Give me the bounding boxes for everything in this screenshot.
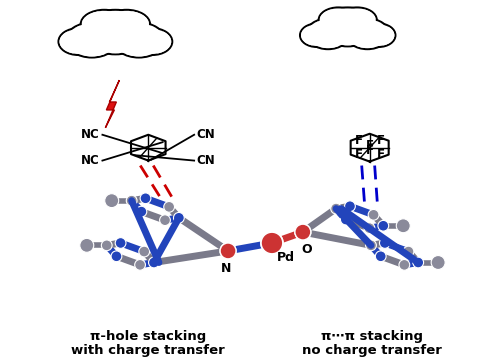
Ellipse shape — [67, 24, 117, 56]
Circle shape — [134, 260, 145, 270]
Text: N: N — [221, 262, 232, 275]
Circle shape — [140, 193, 151, 204]
Ellipse shape — [82, 10, 150, 54]
Circle shape — [295, 224, 311, 240]
Ellipse shape — [82, 11, 148, 53]
Circle shape — [376, 251, 386, 262]
Circle shape — [378, 220, 388, 231]
Circle shape — [399, 260, 409, 270]
Ellipse shape — [307, 19, 349, 48]
Ellipse shape — [113, 23, 165, 57]
Circle shape — [136, 206, 147, 217]
Text: F: F — [354, 134, 362, 147]
Circle shape — [220, 243, 236, 259]
Circle shape — [368, 209, 379, 220]
Circle shape — [139, 246, 149, 257]
Ellipse shape — [362, 24, 396, 47]
Circle shape — [261, 232, 283, 254]
Text: F: F — [366, 139, 374, 152]
Circle shape — [330, 203, 342, 214]
Ellipse shape — [103, 10, 150, 38]
Text: π-hole stacking: π-hole stacking — [90, 330, 206, 343]
Ellipse shape — [58, 28, 98, 55]
Ellipse shape — [318, 8, 358, 32]
Circle shape — [115, 238, 126, 248]
Circle shape — [80, 238, 94, 252]
Circle shape — [366, 240, 376, 251]
Text: no charge transfer: no charge transfer — [302, 344, 442, 357]
Text: NC: NC — [81, 128, 100, 141]
Circle shape — [174, 213, 184, 223]
Circle shape — [344, 201, 356, 211]
Circle shape — [104, 194, 118, 208]
Ellipse shape — [132, 28, 172, 55]
Text: NC: NC — [81, 154, 100, 167]
Circle shape — [160, 215, 170, 225]
Ellipse shape — [114, 24, 164, 56]
Circle shape — [413, 257, 424, 268]
Circle shape — [340, 214, 351, 225]
Text: F: F — [376, 148, 384, 161]
Ellipse shape — [300, 24, 333, 47]
Ellipse shape — [81, 10, 128, 38]
Circle shape — [111, 251, 122, 262]
Circle shape — [126, 195, 137, 206]
Circle shape — [403, 246, 414, 257]
Ellipse shape — [66, 23, 118, 57]
Ellipse shape — [363, 24, 394, 46]
Text: with charge transfer: with charge transfer — [72, 344, 225, 357]
Circle shape — [148, 257, 160, 268]
Circle shape — [431, 256, 445, 270]
Ellipse shape — [346, 19, 388, 48]
Circle shape — [261, 232, 283, 254]
Ellipse shape — [306, 19, 350, 49]
Ellipse shape — [319, 8, 376, 46]
Ellipse shape — [320, 9, 357, 32]
Ellipse shape — [104, 11, 149, 37]
Text: CN: CN — [196, 154, 216, 167]
Ellipse shape — [346, 19, 389, 49]
Circle shape — [102, 240, 112, 251]
Circle shape — [396, 219, 410, 233]
Text: F: F — [376, 134, 384, 147]
Text: F: F — [354, 148, 362, 161]
Circle shape — [220, 243, 236, 259]
Ellipse shape — [301, 24, 332, 46]
Circle shape — [364, 223, 375, 233]
Ellipse shape — [338, 8, 377, 32]
Ellipse shape — [134, 29, 172, 54]
Circle shape — [380, 238, 390, 248]
Text: F: F — [366, 144, 374, 157]
Text: CN: CN — [196, 128, 216, 141]
Text: π⋯π stacking: π⋯π stacking — [320, 330, 422, 343]
Ellipse shape — [60, 29, 97, 54]
Ellipse shape — [82, 11, 126, 37]
Circle shape — [295, 224, 311, 240]
Circle shape — [164, 201, 174, 212]
Polygon shape — [106, 80, 120, 128]
Text: O: O — [302, 243, 312, 256]
Text: Pd: Pd — [277, 251, 295, 264]
Ellipse shape — [320, 9, 376, 45]
Ellipse shape — [338, 9, 376, 32]
